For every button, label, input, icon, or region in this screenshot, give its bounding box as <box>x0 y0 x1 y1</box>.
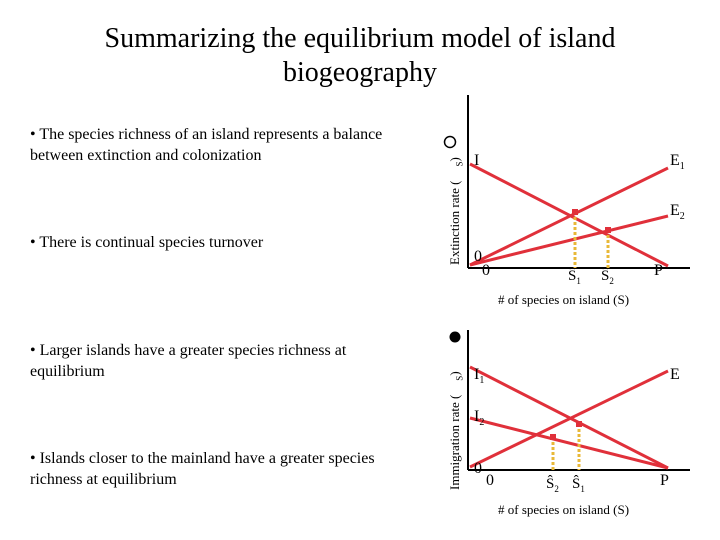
graph1-equilibrium-2 <box>605 227 611 233</box>
graph1-label-e1: E1 <box>670 152 685 173</box>
graph2-label-p: P <box>660 472 669 489</box>
graph2-immigration-line-i2 <box>469 416 669 470</box>
graph1-label-e2: E2 <box>670 202 685 223</box>
graph1-open-circle-symbol <box>443 135 457 149</box>
graph2-equilibrium-2 <box>550 434 556 440</box>
graph2-y-zero: 0 <box>474 460 482 477</box>
graph2-label-i1: I1 <box>474 366 485 387</box>
graph2-label-i2: I2 <box>474 408 485 429</box>
graph2-filled-circle-symbol <box>449 331 461 343</box>
bullet-turnover: • There is continual species turnover <box>30 234 264 251</box>
graph1-extinction-line-e2 <box>469 214 669 267</box>
graph1-extinction-line-e1 <box>469 166 669 267</box>
graph1-s-hat-1: Ŝ1 <box>568 268 581 286</box>
graph1-y-label: Extinction rate (S) <box>447 157 465 265</box>
bullet-island-distance: • Islands closer to the mainland have a … <box>30 450 375 488</box>
page-title: Summarizing the equilibrium model of isl… <box>104 23 616 88</box>
graph2-equilibrium-1 <box>576 421 582 427</box>
graph1-s-hat-2: Ŝ2 <box>601 268 614 286</box>
graph1-x-zero: 0 <box>482 262 490 279</box>
graph1-y-zero: 0 <box>474 248 482 265</box>
graph2-y-label: Immigration rate (S) <box>447 371 465 490</box>
bullet-balance: • The species richness of an island repr… <box>30 126 383 164</box>
graph1-equilibrium-1 <box>572 209 578 215</box>
graph2-extinction-line <box>469 369 669 469</box>
graph2-x-zero: 0 <box>486 472 494 489</box>
graph1-x-label: # of species on island (S) <box>498 292 630 307</box>
graph2-label-e: E <box>670 366 680 383</box>
bullet-island-size: • Larger islands have a greater species … <box>30 342 347 380</box>
graph2-x-label: # of species on island (S) <box>498 502 630 517</box>
graph1-label-p: P <box>654 262 663 279</box>
graph2-s-hat-1: Ŝ1 <box>572 476 585 494</box>
graph1-label-i: I <box>474 152 480 169</box>
graph2-s-hat-2: Ŝ2 <box>546 476 559 494</box>
